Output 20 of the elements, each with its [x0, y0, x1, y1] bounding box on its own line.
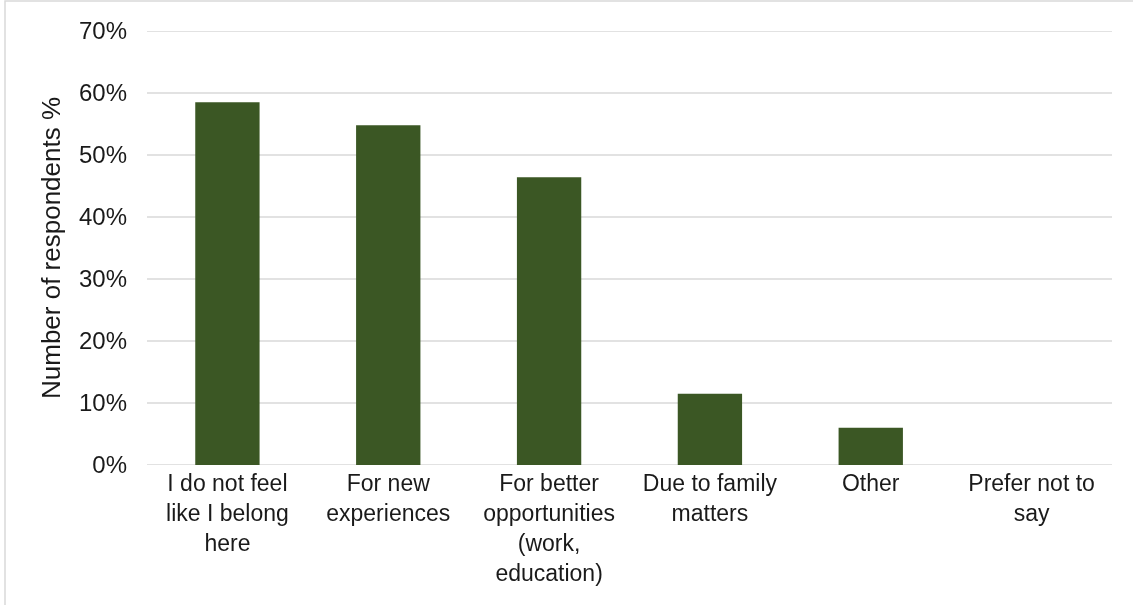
y-tick-label: 30%: [78, 265, 127, 293]
y-tick-label: 60%: [78, 79, 127, 107]
bar: [838, 427, 903, 465]
bar: [516, 177, 582, 465]
y-tick-label: 50%: [78, 141, 127, 169]
x-tick-label: Other: [841, 470, 900, 496]
x-tick-label: Due to family matters: [642, 470, 778, 526]
x-tick-label: For better opportunities (work, education): [483, 470, 615, 586]
x-tick-label: I do not feel like I belong here: [166, 470, 289, 556]
x-tick-label: For new experiences: [326, 470, 451, 526]
y-tick-label: 40%: [78, 203, 127, 231]
y-tick-label: 20%: [78, 327, 127, 355]
y-tick-label: 70%: [78, 17, 127, 45]
y-tick-label: 0%: [92, 451, 127, 479]
y-axis-title: Number of respondents %: [36, 96, 67, 400]
bar: [356, 125, 421, 465]
x-tick-label: Prefer not to say: [968, 470, 1095, 526]
y-tick-label: 10%: [78, 389, 127, 417]
bar: [195, 102, 260, 465]
bar: [677, 393, 743, 465]
